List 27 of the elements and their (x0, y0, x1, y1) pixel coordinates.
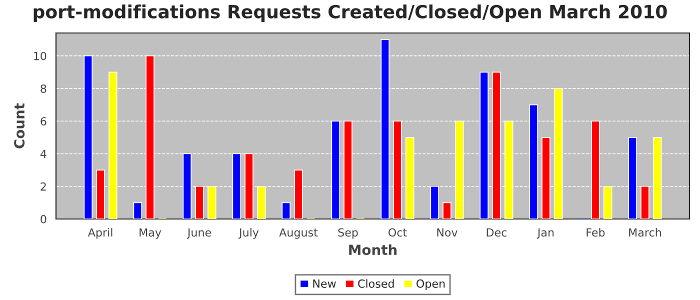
y-tick-label: 4 (40, 150, 46, 158)
legend-label: New (313, 280, 336, 288)
legend-label: Open (416, 279, 445, 290)
x-tick-label: March (629, 228, 661, 237)
x-axis-title: Month (349, 244, 397, 256)
x-tick-label: Jan (536, 228, 554, 239)
y-tick-label: 10 (34, 52, 46, 60)
x-tick-label: Sep (338, 228, 358, 239)
y-axis-title: Count (14, 103, 25, 148)
bar (282, 202, 291, 219)
chart-title: port-modifications Requests Created/Closed/Open March 2010 (34, 4, 667, 22)
y-tick-label: 8 (40, 84, 46, 93)
y-tick-label: 6 (40, 117, 46, 126)
x-tick-label: Nov (437, 228, 458, 237)
x-tick-label: June (186, 228, 212, 239)
x-tick-label: August (279, 228, 318, 239)
bar (133, 202, 142, 219)
x-tick-label: Dec (486, 228, 507, 237)
y-tick-label: 0 (40, 214, 46, 224)
x-tick-label: Feb (586, 228, 605, 237)
bar (442, 202, 452, 219)
y-tick-label: 2 (40, 182, 46, 191)
x-tick-label: Oct (388, 228, 407, 237)
x-tick-label: July (238, 228, 259, 239)
legend-label: Closed (358, 279, 394, 288)
x-tick-label: May (140, 228, 162, 239)
x-tick-label: April (88, 228, 112, 239)
